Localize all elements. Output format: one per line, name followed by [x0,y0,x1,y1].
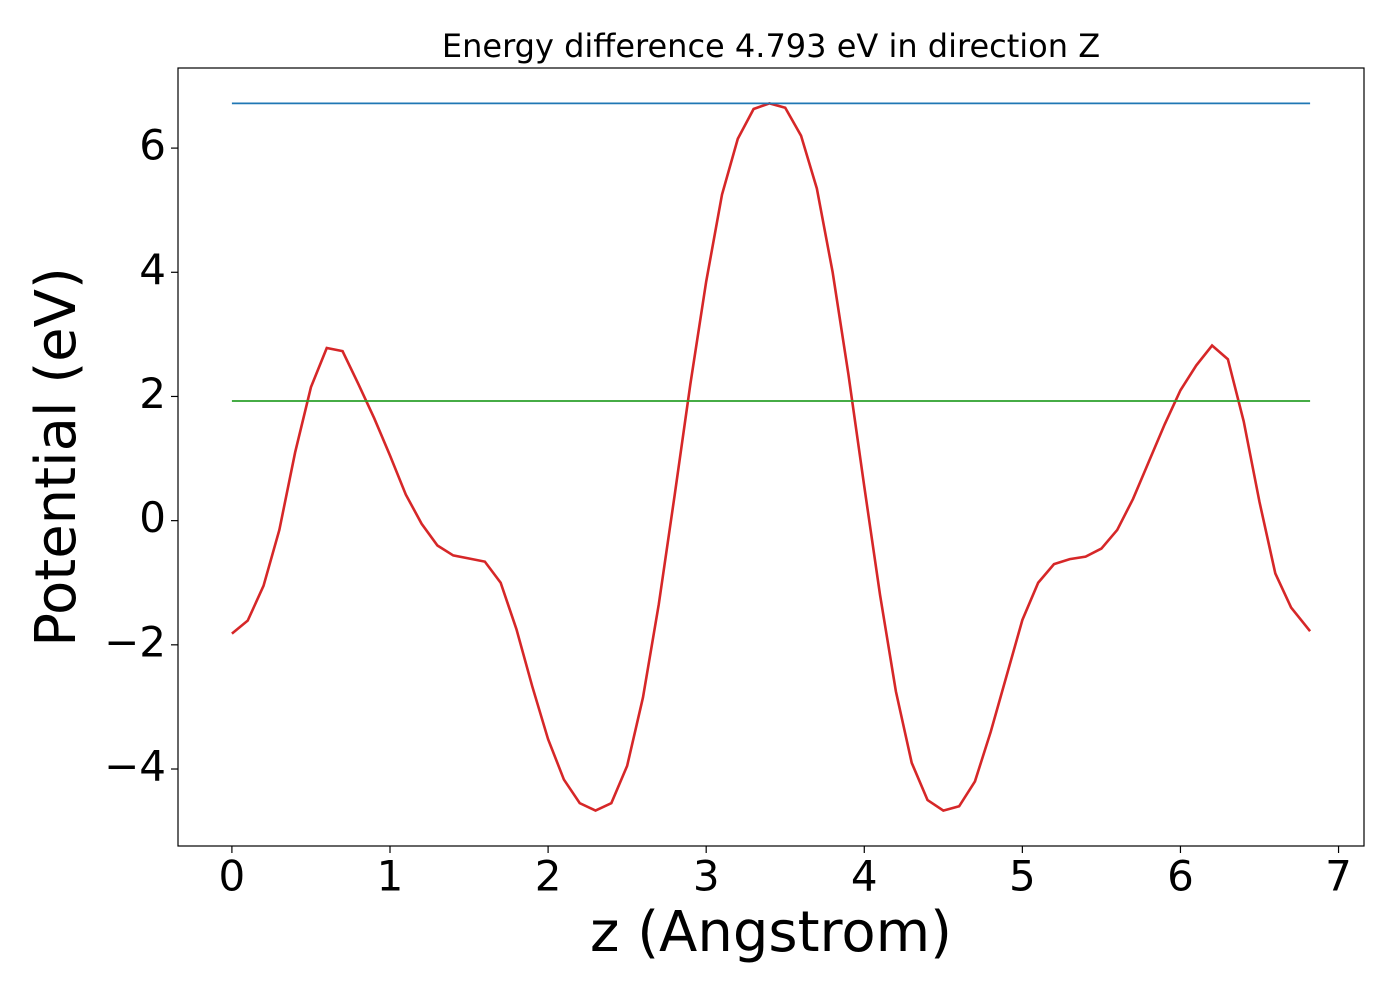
x-tick-label: 5 [1009,852,1036,901]
y-tick-label: 2 [139,369,166,418]
y-axis-label: Potential (eV) [24,267,89,647]
y-tick-label: 0 [139,493,166,542]
y-tick-label: 6 [139,121,166,170]
y-tick-label: −2 [104,617,166,666]
x-tick-label: 0 [219,852,246,901]
x-tick-label: 6 [1167,852,1194,901]
x-axis-label: z (Angstrom) [590,900,952,965]
x-tick-label: 7 [1325,852,1352,901]
y-tick-label: 4 [139,245,166,294]
x-tick-label: 4 [851,852,878,901]
plot-frame [177,67,1365,847]
x-tick-label: 1 [377,852,404,901]
y-tick-label: −4 [104,742,166,791]
x-tick-label: 2 [535,852,562,901]
x-tick-label: 3 [693,852,720,901]
chart-title: Energy difference 4.793 eV in direction … [442,27,1100,65]
